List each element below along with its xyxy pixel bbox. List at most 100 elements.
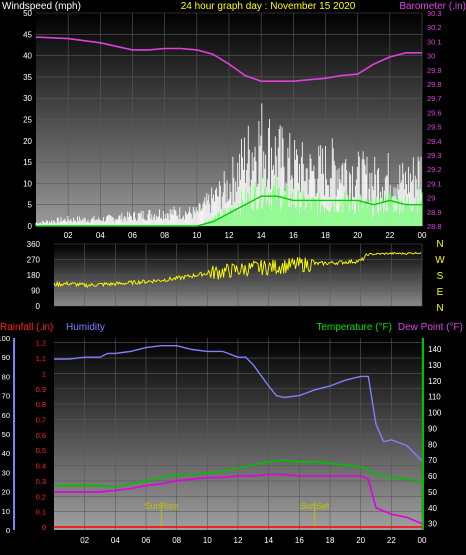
- windspeed-tick-label: 5: [28, 201, 33, 210]
- barometer-axis-label: Barometer (.in): [399, 1, 466, 12]
- humidity-tick-label: 50: [2, 430, 10, 439]
- temperature-tick-label: 100: [428, 409, 442, 418]
- direction-tick-label: 180: [27, 271, 41, 280]
- wind-avg-line: [36, 195, 422, 227]
- climate-x-tick-label: 06: [142, 536, 151, 545]
- temperature-tick-label: 30: [428, 520, 437, 529]
- barometer-tick-label: 29.9: [427, 66, 442, 75]
- windspeed-tick-label: 25: [23, 116, 32, 125]
- rainfall-tick-label: 0.5: [36, 446, 46, 455]
- rainfall-tick-label: 0.8: [36, 400, 46, 409]
- windspeed-tick-label: 10: [23, 179, 32, 188]
- humidity-tick-label: 10: [2, 507, 10, 516]
- sun-marker-label: SunRise: [144, 501, 178, 511]
- windspeed-tick-label: 35: [23, 73, 32, 82]
- wind-x-tick-label: 18: [321, 231, 330, 240]
- dew-point-axis-label: Dew Point (°F): [398, 322, 463, 333]
- compass-label: E: [437, 287, 444, 298]
- climate-x-tick-label: 22: [387, 536, 396, 545]
- temperature-line: [54, 459, 423, 489]
- climate-x-ticks: 02 04 06 08 10 12 14 16 18 20 22 00: [80, 536, 427, 545]
- compass-label: N: [436, 239, 443, 250]
- barometer-tick-label: 28.8: [427, 222, 442, 231]
- humidity-tick-label: 90: [2, 353, 10, 362]
- barometer-tick-label: 29.5: [427, 123, 442, 132]
- temperature-tick-label: 70: [428, 456, 437, 465]
- barometer-tick-label: 29.8: [427, 80, 442, 89]
- barometer-tick-label: 28.9: [427, 208, 442, 217]
- compass-label: W: [435, 255, 445, 266]
- barometer-tick-label: 29.4: [427, 137, 442, 146]
- barometer-tick-label: 29.6: [427, 108, 442, 117]
- rainfall-tick-label: 0: [42, 523, 46, 532]
- sun-marker-label: SunSet: [300, 501, 330, 511]
- windspeed-tick-label: 0: [28, 222, 33, 231]
- rainfall-tick-label: 1.1: [36, 354, 46, 363]
- wind-x-tick-label: 04: [96, 231, 105, 240]
- wind-direction-line: [53, 251, 422, 289]
- climate-x-tick-label: 20: [356, 536, 365, 545]
- humidity-line: [54, 345, 423, 462]
- temperature-tick-label: 40: [428, 504, 437, 513]
- direction-y-ticks: 0 90 180 270 360: [27, 240, 41, 311]
- windspeed-tick-label: 50: [23, 9, 32, 18]
- barometer-tick-label: 29.2: [427, 165, 442, 174]
- climate-x-tick-label: 10: [203, 536, 212, 545]
- wind-series: [35, 36, 423, 227]
- rainfall-axis-label: Rainfall (.in): [0, 322, 53, 333]
- rainfall-tick-label: 0.1: [36, 508, 46, 517]
- compass-label: N: [436, 303, 443, 314]
- wind-x-tick-label: 12: [225, 231, 234, 240]
- temperature-tick-label: 130: [428, 361, 442, 370]
- rainfall-tick-label: 0.6: [36, 431, 46, 440]
- temperature-tick-label: 110: [428, 393, 441, 402]
- wind-x-tick-label: 16: [289, 231, 298, 240]
- temperature-tick-label: 60: [428, 472, 437, 481]
- windspeed-tick-label: 20: [23, 137, 32, 146]
- barometer-tick-label: 29: [427, 194, 435, 203]
- humidity-tick-label: 60: [2, 411, 10, 420]
- compass-label: S: [437, 271, 444, 282]
- windspeed-tick-label: 45: [23, 30, 32, 39]
- barometer-tick-label: 30.1: [427, 37, 442, 46]
- temperature-axis-label: Temperature (°F): [316, 322, 392, 333]
- temperature-tick-label: 50: [428, 488, 437, 497]
- humidity-axis-label: Humidity: [66, 322, 105, 333]
- barometer-line: [35, 36, 422, 82]
- barometer-tick-label: 30.2: [427, 23, 442, 32]
- rainfall-y-ticks: 0 0.1 0.2 0.3 0.4 0.5 0.6 0.7 0.8 0.9 1 1.1 1.2: [36, 339, 46, 532]
- temperature-tick-label: 120: [428, 377, 442, 386]
- barometer-tick-label: 29.7: [427, 94, 442, 103]
- barometer-y-ticks: 28.8 28.9 29 29.1 29.2 29.3 29.4 29.5 29.6 29.7 29…: [427, 9, 442, 231]
- wind-x-tick-label: 06: [128, 231, 137, 240]
- humidity-tick-label: 100: [0, 334, 10, 343]
- rainfall-tick-label: 0.3: [36, 477, 46, 486]
- barometer-tick-label: 30.3: [427, 9, 442, 18]
- climate-x-tick-label: 18: [326, 536, 335, 545]
- graph-title: 24 hour graph day : November 15 2020: [181, 1, 356, 12]
- direction-series: [53, 251, 422, 289]
- barometer-tick-label: 29.3: [427, 151, 442, 160]
- wind-x-tick-label: 02: [64, 231, 73, 240]
- humidity-tick-label: 70: [2, 392, 10, 401]
- temperature-tick-label: 90: [428, 424, 437, 433]
- barometer-tick-label: 30: [427, 52, 435, 61]
- climate-series: [54, 345, 423, 528]
- climate-x-tick-label: 04: [111, 536, 120, 545]
- wind-x-tick-label: 20: [353, 231, 362, 240]
- temperature-y-ticks: 30 40 50 60 70 80 90 100 110 120 130 140: [428, 345, 442, 529]
- wind-x-tick-label: 10: [192, 231, 201, 240]
- direction-tick-label: 270: [27, 256, 41, 265]
- climate-x-tick-label: 12: [234, 536, 243, 545]
- temperature-tick-label: 80: [428, 440, 437, 449]
- windspeed-axis-label: Windspeed (mph): [2, 1, 81, 12]
- rainfall-tick-label: 1: [42, 369, 46, 378]
- wind-x-tick-label: 14: [257, 231, 266, 240]
- dew-point-line: [54, 473, 423, 525]
- wind-x-tick-label: 08: [160, 231, 169, 240]
- temperature-tick-label: 140: [428, 345, 442, 354]
- rainfall-tick-label: 0.7: [36, 415, 46, 424]
- windspeed-tick-label: 15: [23, 158, 32, 167]
